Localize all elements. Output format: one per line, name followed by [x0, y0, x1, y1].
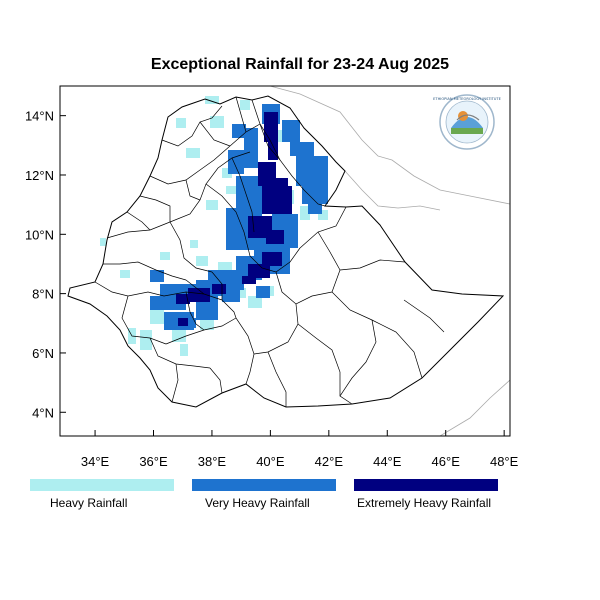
admin-boundaries — [94, 96, 445, 407]
rainfall-cell — [178, 318, 188, 326]
x-tick-label: 44°E — [373, 454, 402, 469]
rainfall-cell — [256, 286, 270, 298]
legend-label-extremely-heavy: Extremely Heavy Rainfall — [357, 496, 492, 510]
rainfall-cell — [186, 148, 200, 158]
rainfall-cell — [244, 128, 258, 168]
rainfall-cell — [100, 238, 106, 246]
x-tick-label: 48°E — [490, 454, 519, 469]
rainfall-cell — [210, 116, 224, 128]
rainfall-cell — [218, 262, 232, 270]
rainfall-cell — [276, 178, 288, 198]
rainfall-cell — [196, 256, 208, 266]
y-tick-label: 12°N — [25, 168, 54, 183]
plot-frame — [59, 85, 511, 437]
legend-swatch-extremely-heavy — [354, 479, 498, 491]
rainfall-cell — [232, 124, 246, 138]
x-tick-label: 34°E — [81, 454, 110, 469]
rainfall-cell — [120, 270, 130, 278]
rainfall-cell — [172, 328, 186, 342]
rainfall-cell — [222, 288, 240, 302]
x-tick-label: 36°E — [139, 454, 168, 469]
rainfall-cell — [176, 294, 190, 304]
meteorology-institute-logo: ETHIOPIAN METEOROLOGY INSTITUTE — [433, 94, 502, 150]
y-tick-label: 6°N — [32, 346, 54, 361]
rainfall-cell — [240, 100, 250, 110]
rainfall-cell — [212, 284, 226, 294]
x-tick-label: 38°E — [198, 454, 227, 469]
rainfall-cell — [180, 344, 188, 356]
rainfall-cell — [228, 150, 244, 174]
rainfall-cell — [262, 252, 282, 266]
rainfall-cell — [296, 156, 328, 186]
rainfall-cell — [205, 96, 219, 104]
neighbour-borders — [269, 86, 510, 436]
rainfall-cell — [282, 120, 300, 142]
map-title: Exceptional Rainfall for 23-24 Aug 2025 — [150, 56, 450, 73]
rainfall-cell — [206, 200, 218, 210]
rainfall-cell — [242, 276, 256, 284]
x-axis: 34°E 36°E 38°E 40°E 42°E 44°E 46°E 48°E — [81, 430, 519, 469]
x-tick-label: 42°E — [315, 454, 344, 469]
y-tick-label: 4°N — [32, 405, 54, 420]
rainfall-cell — [290, 142, 314, 156]
rainfall-cell — [302, 186, 328, 204]
logo-text: ETHIOPIAN METEOROLOGY INSTITUTE — [433, 97, 502, 101]
country-outline — [67, 95, 505, 408]
rainfall-cell — [226, 186, 236, 194]
rainfall-cell — [268, 140, 278, 160]
rainfall-cell — [300, 206, 310, 220]
rainfall-cell — [188, 288, 210, 302]
rainfall-cell — [248, 264, 270, 278]
legend-label-very-heavy: Very Heavy Rainfall — [205, 496, 310, 510]
y-axis: 4°N 6°N 8°N 10°N 12°N 14°N — [25, 109, 66, 420]
rainfall-cell — [140, 330, 152, 350]
y-tick-label: 14°N — [25, 109, 54, 124]
rainfall-cell — [276, 130, 286, 142]
rainfall-cell — [222, 168, 232, 178]
x-tick-label: 40°E — [256, 454, 285, 469]
y-tick-label: 8°N — [32, 287, 54, 302]
rainfall-cell — [318, 210, 328, 220]
rainfall-cell — [160, 252, 170, 260]
legend-swatch-very-heavy — [192, 479, 336, 491]
rainfall-cell — [258, 162, 276, 186]
rainfall-cell — [266, 230, 284, 244]
rainfall-cell — [248, 296, 262, 308]
rainfall-cell — [200, 320, 214, 330]
legend-swatch-heavy — [30, 479, 174, 491]
rainfall-cell — [150, 270, 164, 282]
rainfall-cell — [226, 208, 254, 228]
x-tick-label: 46°E — [432, 454, 461, 469]
rainfall-cell — [190, 240, 198, 248]
rainfall-cell — [150, 310, 164, 324]
rainfall-cell — [308, 204, 322, 214]
rainfall-cell — [176, 118, 186, 128]
y-tick-label: 10°N — [25, 227, 54, 242]
legend-label-heavy: Heavy Rainfall — [50, 496, 128, 510]
rainfall-cell — [264, 112, 278, 142]
rainfall-cells — [100, 96, 328, 356]
